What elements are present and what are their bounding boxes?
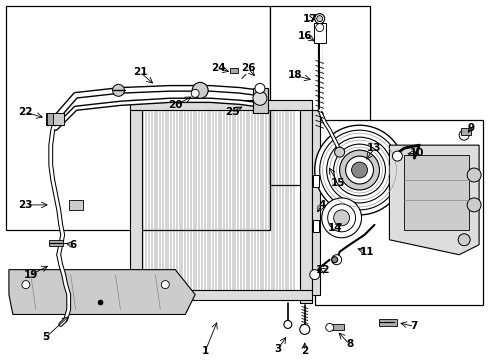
Bar bbox=[130, 289, 311, 300]
Circle shape bbox=[339, 150, 379, 190]
Text: 6: 6 bbox=[69, 240, 76, 250]
Circle shape bbox=[458, 130, 468, 140]
Text: 16: 16 bbox=[297, 31, 311, 41]
Circle shape bbox=[283, 320, 291, 328]
Text: 13: 13 bbox=[366, 143, 381, 153]
Bar bbox=[252, 88, 267, 113]
Circle shape bbox=[254, 84, 264, 93]
Circle shape bbox=[334, 147, 344, 157]
Circle shape bbox=[112, 84, 124, 96]
Bar bbox=[229, 68, 238, 73]
Circle shape bbox=[457, 234, 469, 246]
Bar bbox=[313, 23, 325, 42]
Text: 9: 9 bbox=[467, 123, 474, 133]
Bar bbox=[130, 100, 311, 110]
Bar bbox=[68, 200, 82, 210]
Text: 5: 5 bbox=[42, 332, 49, 342]
Circle shape bbox=[191, 89, 199, 97]
Text: 3: 3 bbox=[274, 345, 281, 354]
Circle shape bbox=[333, 144, 385, 196]
Bar bbox=[269, 6, 369, 185]
Bar bbox=[329, 324, 343, 330]
Circle shape bbox=[252, 91, 266, 105]
Text: 25: 25 bbox=[224, 107, 239, 117]
Bar bbox=[299, 105, 311, 302]
Circle shape bbox=[392, 151, 402, 161]
Circle shape bbox=[466, 198, 480, 212]
Polygon shape bbox=[388, 145, 478, 255]
Circle shape bbox=[314, 125, 404, 215]
Polygon shape bbox=[47, 113, 53, 125]
Circle shape bbox=[351, 162, 367, 178]
Circle shape bbox=[327, 204, 355, 232]
Bar bbox=[46, 113, 63, 125]
Text: 22: 22 bbox=[19, 107, 33, 117]
Circle shape bbox=[319, 130, 399, 210]
Text: 8: 8 bbox=[346, 339, 352, 349]
Circle shape bbox=[325, 323, 333, 332]
Circle shape bbox=[98, 300, 103, 305]
Bar bbox=[314, 120, 482, 305]
Circle shape bbox=[192, 82, 208, 98]
Text: 26: 26 bbox=[240, 63, 255, 73]
Bar bbox=[49, 240, 62, 246]
Circle shape bbox=[326, 137, 392, 203]
Text: 19: 19 bbox=[23, 270, 38, 280]
Circle shape bbox=[345, 156, 373, 184]
Text: 7: 7 bbox=[410, 321, 417, 332]
Text: 20: 20 bbox=[168, 100, 182, 110]
Text: 21: 21 bbox=[133, 67, 147, 77]
Circle shape bbox=[299, 324, 309, 334]
Circle shape bbox=[316, 15, 322, 22]
Circle shape bbox=[321, 198, 361, 238]
Bar bbox=[312, 220, 318, 232]
Text: 11: 11 bbox=[360, 247, 374, 257]
Circle shape bbox=[331, 255, 341, 265]
Circle shape bbox=[161, 280, 169, 289]
Circle shape bbox=[22, 280, 30, 289]
Bar bbox=[379, 319, 397, 327]
Circle shape bbox=[314, 14, 324, 24]
Text: 23: 23 bbox=[19, 200, 33, 210]
Bar bbox=[130, 100, 142, 300]
Text: 2: 2 bbox=[301, 346, 308, 356]
Text: 10: 10 bbox=[409, 148, 424, 158]
Text: 12: 12 bbox=[315, 265, 329, 275]
Circle shape bbox=[309, 270, 319, 280]
Bar bbox=[6, 6, 269, 230]
Circle shape bbox=[466, 168, 480, 182]
Circle shape bbox=[315, 24, 323, 32]
Text: 4: 4 bbox=[317, 200, 325, 210]
Text: 17: 17 bbox=[302, 14, 316, 24]
Text: 1: 1 bbox=[201, 346, 208, 356]
Polygon shape bbox=[9, 270, 195, 315]
Text: 14: 14 bbox=[326, 223, 341, 233]
Bar bbox=[460, 128, 470, 135]
Bar bbox=[404, 155, 468, 230]
Text: 15: 15 bbox=[330, 178, 344, 188]
Bar bbox=[311, 110, 319, 294]
Circle shape bbox=[333, 210, 349, 226]
Text: 18: 18 bbox=[287, 71, 302, 80]
Text: 24: 24 bbox=[210, 63, 225, 73]
Circle shape bbox=[331, 257, 337, 263]
Bar bbox=[312, 175, 318, 187]
